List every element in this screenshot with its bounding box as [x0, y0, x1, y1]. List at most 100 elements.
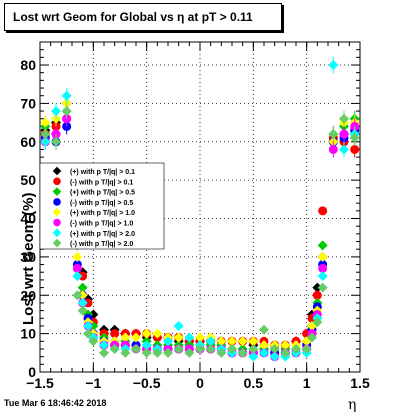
data-point [83, 328, 93, 339]
legend-entry: (-) with p T/|q| > 0.5 [70, 200, 133, 207]
data-point [141, 340, 152, 351]
x-axis-label: η [348, 397, 357, 413]
data-point [269, 351, 280, 362]
data-point [99, 340, 109, 351]
y-tick-label: 0 [28, 364, 36, 380]
data-point [291, 343, 301, 354]
data-point [227, 336, 237, 347]
data-point [328, 60, 339, 71]
data-point [77, 305, 88, 316]
data-point [339, 144, 349, 155]
x-tick-label: −0.5 [133, 375, 161, 391]
data-point [184, 332, 195, 343]
x-tick-label: 1 [303, 375, 311, 391]
data-point [205, 336, 216, 347]
data-point [51, 106, 61, 117]
data-point [269, 343, 280, 354]
y-tick-label: 50 [20, 172, 36, 188]
y-axis-label-wrap: Lost wrt Geom (%) [6, 192, 37, 325]
legend-entry: (-) with p T/|q| > 1.0 [70, 221, 133, 228]
data-point [72, 290, 83, 301]
data-point [72, 271, 83, 282]
data-point [227, 343, 237, 354]
legend-marker [52, 207, 62, 217]
y-tick-label: 60 [20, 134, 36, 150]
data-point [317, 271, 328, 282]
data-point [77, 290, 88, 301]
y-axis-label: Lost wrt Geom (%) [20, 192, 37, 325]
data-point [152, 347, 163, 358]
legend-marker [52, 228, 62, 238]
data-point [237, 336, 248, 347]
data-point [120, 347, 131, 358]
data-point [339, 113, 349, 124]
legend-entry: (-) with p T/|q| > 2.0 [70, 241, 133, 248]
data-point [280, 347, 291, 358]
data-point [173, 332, 184, 343]
x-tick-label: −1.5 [26, 375, 54, 391]
data-point [248, 336, 259, 347]
data-point [301, 343, 312, 354]
data-point [349, 132, 360, 143]
data-point [237, 347, 248, 358]
data-point [312, 317, 323, 328]
data-point [61, 90, 72, 101]
data-point [152, 328, 163, 339]
data-point [40, 129, 51, 140]
legend-box [39, 162, 165, 250]
data-point [163, 347, 173, 358]
data-point [248, 351, 259, 362]
data-point [259, 340, 269, 351]
y-axis-ticks: 0 10 20 30 40 50 60 70 80 [20, 49, 360, 380]
data-point [216, 347, 227, 358]
data-point [141, 347, 152, 358]
data-point [173, 343, 184, 354]
data-point [195, 343, 205, 354]
data-point [280, 340, 291, 351]
data-point [163, 336, 173, 347]
x-tick-label: 0 [196, 375, 204, 391]
series-7 [40, 103, 360, 358]
data-point [328, 129, 339, 140]
y-tick-label: 70 [20, 95, 36, 111]
timestamp-footer: Tue Mar 6 18:46:42 2018 [4, 398, 107, 408]
legend-entry: (+) with p T/|q| > 0.5 [70, 190, 135, 197]
data-point [109, 343, 120, 354]
data-point [120, 332, 131, 343]
data-point [205, 343, 216, 354]
data-point [141, 328, 152, 339]
data-point [312, 282, 323, 293]
legend-entry: (-) with p T/|q| > 0.1 [70, 179, 133, 186]
data-point [72, 251, 83, 262]
x-tick-label: 0.5 [244, 375, 264, 391]
chart-title: Lost wrt Geom for Global vs η at pT > 0.… [4, 3, 282, 31]
data-point [307, 332, 317, 343]
data-point [195, 332, 205, 343]
data-point [317, 251, 328, 262]
data-point [173, 320, 184, 331]
data-point [350, 144, 360, 154]
data-point [318, 206, 328, 216]
data-point [131, 332, 141, 343]
y-tick-label: 30 [20, 249, 36, 265]
data-point [99, 347, 109, 358]
data-point [88, 336, 99, 347]
data-point [339, 129, 349, 139]
data-point [317, 282, 328, 293]
x-tick-label: 1.5 [350, 375, 370, 391]
legend-marker [52, 238, 62, 248]
data-point [83, 320, 93, 331]
legend-entry: (+) with p T/|q| > 1.0 [70, 210, 135, 217]
x-tick-label: −1 [85, 375, 101, 391]
legend-marker [53, 218, 61, 227]
data-point [259, 347, 269, 358]
data-point [184, 347, 195, 358]
y-tick-label: 20 [20, 287, 36, 303]
data-points [40, 57, 360, 362]
y-tick-label: 80 [20, 57, 36, 73]
data-point [77, 297, 88, 308]
legend-marker [52, 187, 62, 196]
data-point [317, 240, 328, 251]
legend-marker [52, 166, 62, 176]
